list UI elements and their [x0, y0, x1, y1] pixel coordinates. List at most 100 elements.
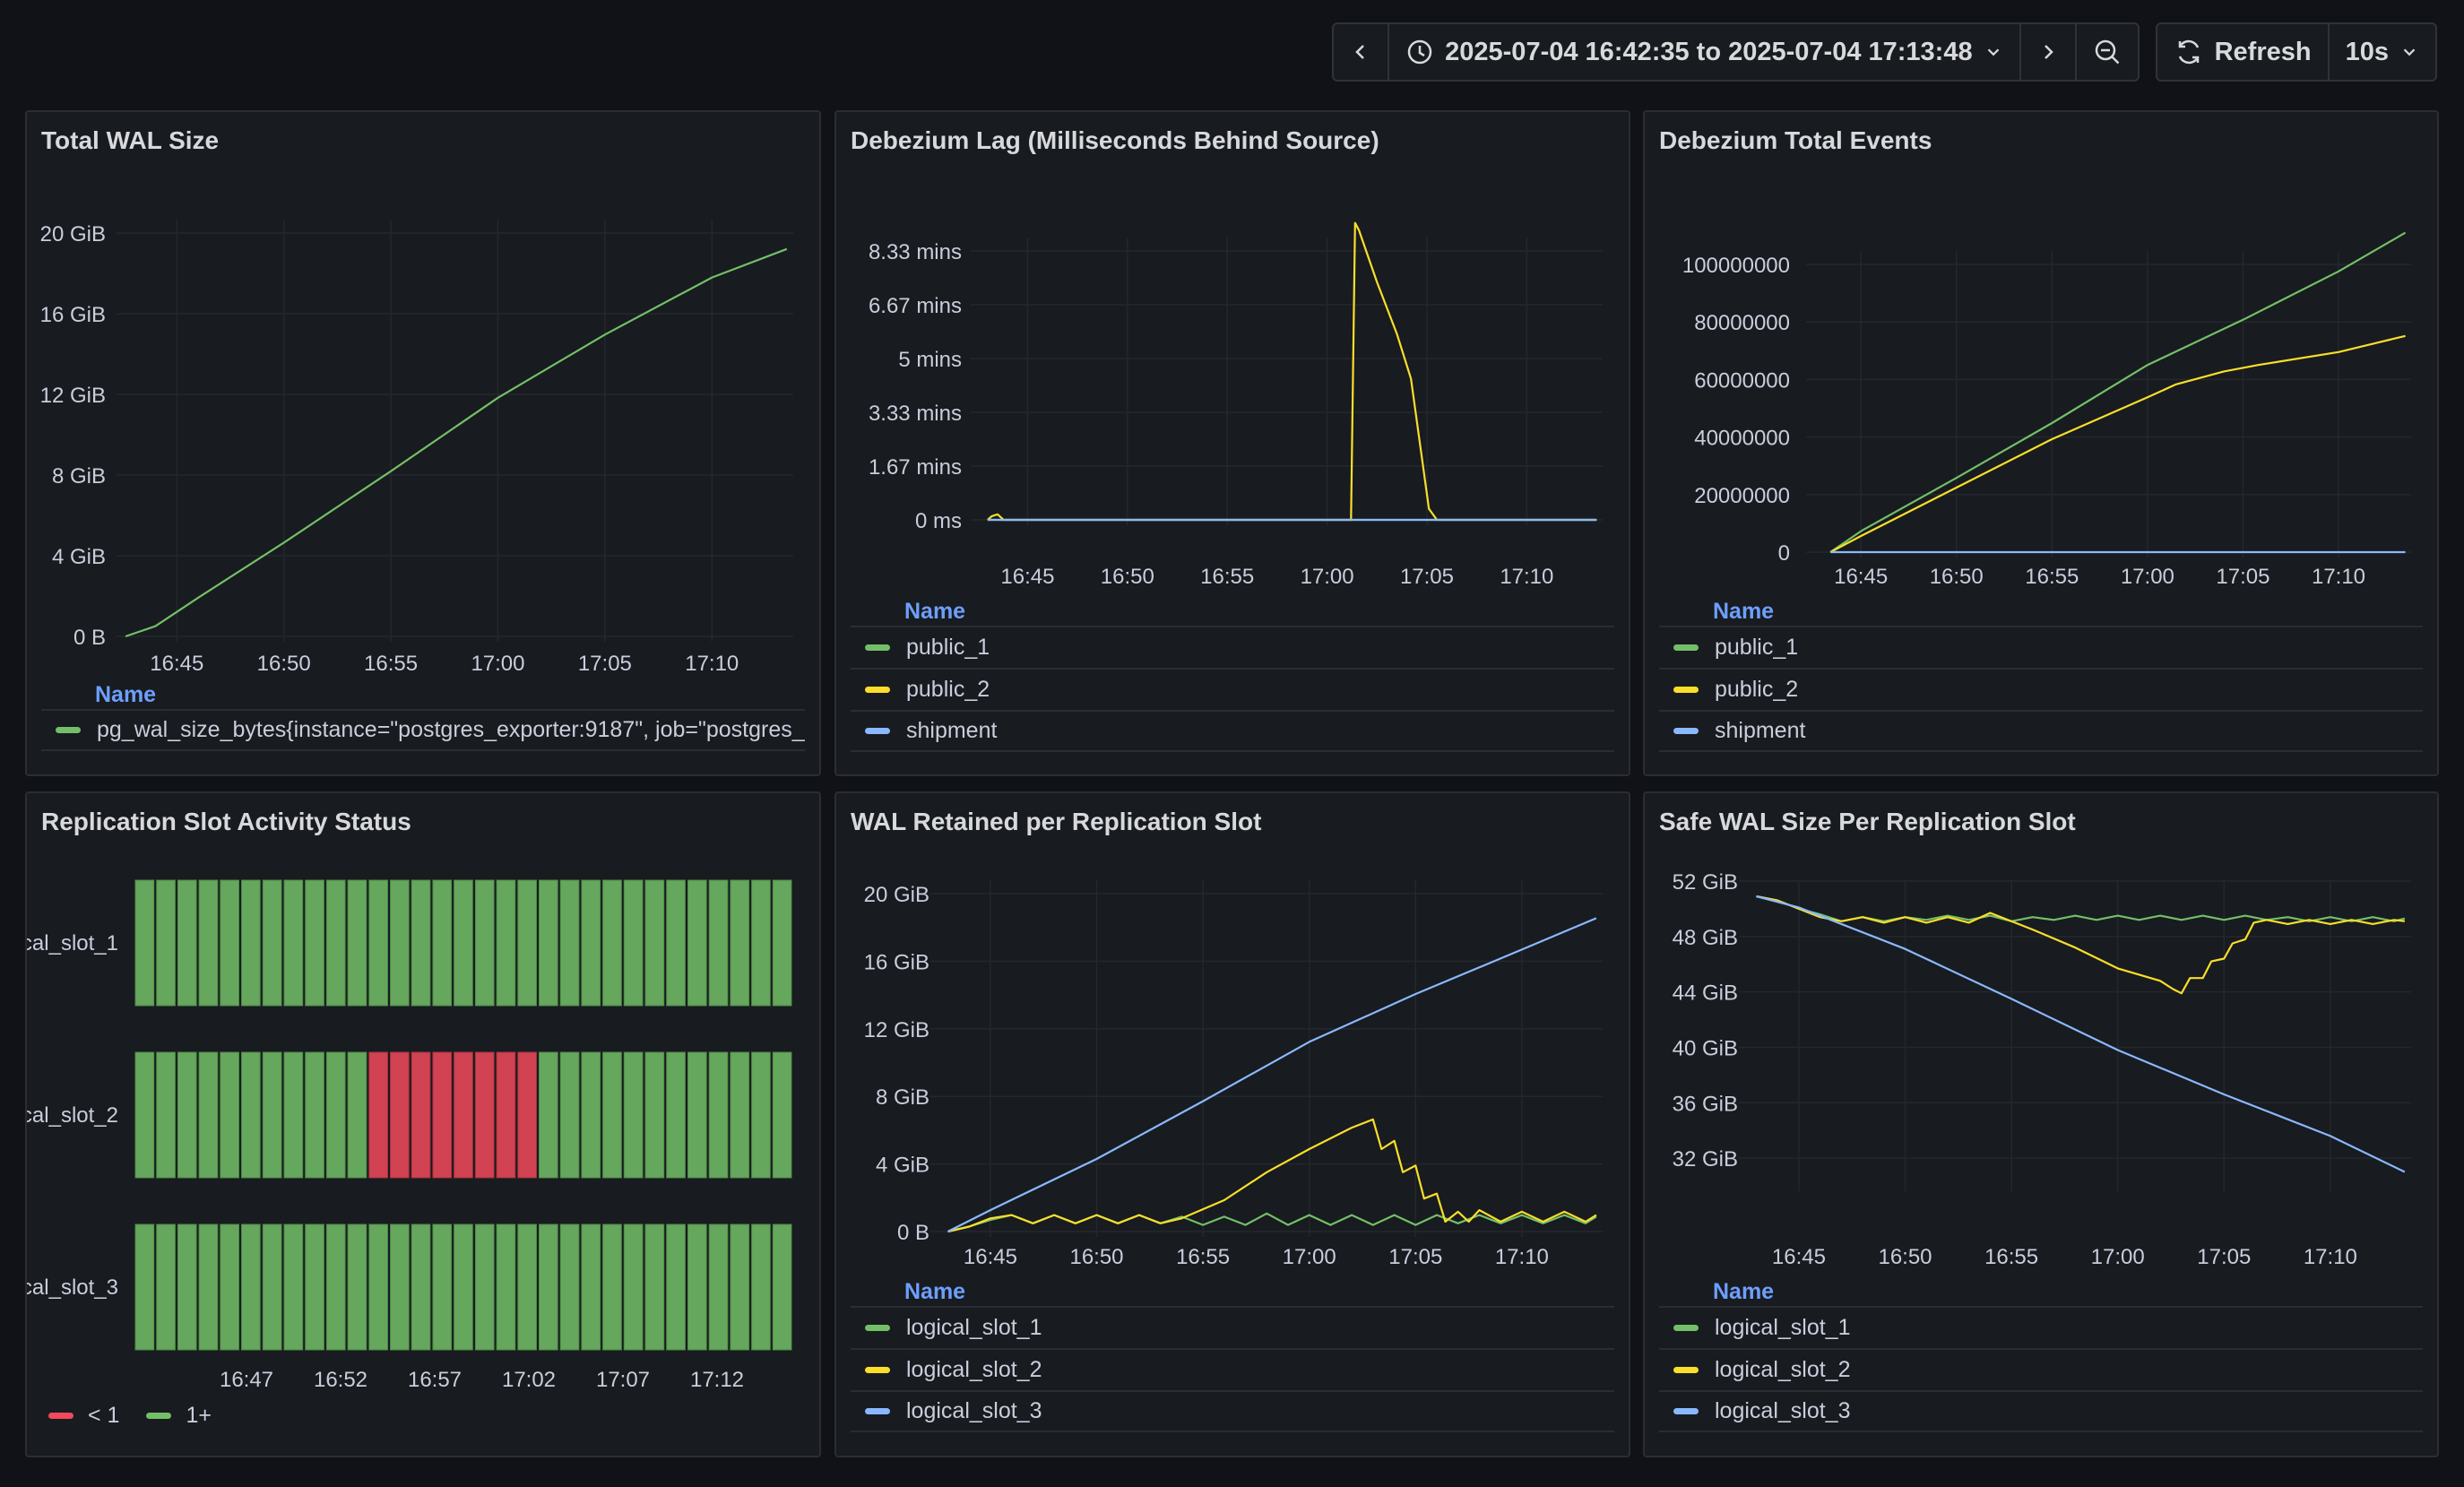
panel-total-wal-size[interactable]: Total WAL Size 20 GiB 16 GiB 12 GiB 8 GiB 4 … [25, 110, 821, 776]
legend: Name logical_slot_1 logical_slot_2 logic… [1659, 1279, 2423, 1432]
status-cell-active [581, 879, 601, 1007]
status-cell-active [134, 879, 155, 1007]
status-cell-active [602, 879, 622, 1007]
legend-swatch [865, 687, 890, 693]
status-cell-active [432, 879, 453, 1007]
legend-item-public-2[interactable]: public_2 [1659, 668, 2423, 710]
refresh-button[interactable]: Refresh [2157, 24, 2328, 80]
legend-item-shipment[interactable]: shipment [851, 710, 1614, 752]
legend-swatch [1673, 728, 1699, 734]
x-tick-label: 16:57 [408, 1368, 462, 1392]
y-tick-label: 16 GiB [40, 303, 106, 327]
x-tick-label: 16:45 [1000, 565, 1054, 589]
legend: Name pg_wal_size_bytes{instance="postgre… [41, 682, 805, 751]
y-tick-label: 8.33 mins [869, 240, 962, 264]
time-shift-forward-button[interactable] [2019, 24, 2075, 80]
status-cell-active [539, 879, 558, 1007]
legend-item-logical-slot-3[interactable]: logical_slot_3 [1659, 1390, 2423, 1432]
status-cell-active [411, 1223, 431, 1351]
status-cell-active [347, 1223, 367, 1351]
status-cell-active [687, 879, 707, 1007]
legend-item-shipment[interactable]: shipment [1659, 710, 2423, 752]
x-tick-label: 16:45 [1834, 565, 1888, 589]
status-cell-active [751, 879, 771, 1007]
panel-wal-retained[interactable]: WAL Retained per Replication Slot 20 GiB… [834, 791, 1630, 1457]
chart-replication-slot-activity[interactable]: logical_slot_1 logical_slot_2 logical_slot… [27, 793, 819, 1456]
status-cell-active [156, 879, 176, 1007]
chart-safe-wal-size[interactable]: 52 GiB 48 GiB 44 GiB 40 GiB 36 GiB 32 GiB 16:4… [1645, 793, 2437, 1456]
legend-label: public_1 [906, 635, 990, 660]
status-cell-active [751, 1051, 771, 1179]
panel-debezium-lag[interactable]: Debezium Lag (Milliseconds Behind Source… [834, 110, 1630, 776]
y-tick-label: 44 GiB [1673, 981, 1738, 1006]
status-cell-active [241, 1051, 261, 1179]
zoom-out-icon [2095, 39, 2119, 65]
status-cell-active [177, 1051, 197, 1179]
status-cell-active [134, 1051, 155, 1179]
series-line-public-2 [1829, 334, 2406, 553]
refresh-interval-picker[interactable]: 10s [2327, 24, 2435, 80]
panel-debezium-total-events[interactable]: Debezium Total Events 100000000 80000000 6… [1643, 110, 2439, 776]
status-cell-active [220, 879, 240, 1007]
panel-safe-wal-size[interactable]: Safe WAL Size Per Replication Slot 52 Gi… [1643, 791, 2439, 1457]
legend-item-public-1[interactable]: public_1 [1659, 626, 2423, 668]
legend-label: logical_slot_2 [906, 1357, 1042, 1382]
legend-item-public-2[interactable]: public_2 [851, 668, 1614, 710]
status-cell-active [241, 1223, 261, 1351]
x-tick-label: 17:05 [1388, 1245, 1442, 1269]
x-tick-label: 16:47 [220, 1368, 273, 1392]
chart-debezium-total-events[interactable]: 100000000 80000000 60000000 40000000 2000000… [1645, 112, 2437, 774]
status-cell-active [496, 1223, 516, 1351]
status-cell-active [177, 879, 197, 1007]
status-cell-active [368, 1223, 388, 1351]
status-cell-inactive [368, 1051, 388, 1179]
status-cell-active [390, 879, 410, 1007]
legend-item-logical-slot-1[interactable]: logical_slot_1 [851, 1306, 1614, 1348]
legend-item-logical-slot-3[interactable]: logical_slot_3 [851, 1390, 1614, 1432]
status-cell-active [708, 879, 729, 1007]
legend-header: Name [904, 599, 966, 624]
x-tick-label: 16:45 [964, 1245, 1017, 1269]
status-cell-active [559, 1051, 580, 1179]
status-cell-active [644, 879, 665, 1007]
status-cell-active [325, 1223, 346, 1351]
status-cell-active [305, 879, 324, 1007]
time-toolbar: 2025-07-04 16:42:35 to 2025-07-04 17:13:… [1332, 22, 2437, 82]
x-tick-label: 17:05 [578, 652, 632, 676]
row-label-logical-slot-1: logical_slot_1 [27, 931, 118, 955]
legend-item[interactable]: pg_wal_size_bytes{instance="postgres_exp… [41, 709, 805, 751]
zoom-out-button[interactable] [2074, 24, 2138, 80]
time-shift-back-button[interactable] [1334, 24, 1388, 80]
y-tick-label: 0 B [897, 1221, 929, 1245]
status-cell-active [432, 1223, 453, 1351]
time-range-picker[interactable]: 2025-07-04 16:42:35 to 2025-07-04 17:13:… [1388, 24, 2019, 80]
legend-swatch [865, 1367, 890, 1373]
legend-label: logical_slot_2 [1715, 1357, 1851, 1382]
legend-item-logical-slot-2[interactable]: logical_slot_2 [1659, 1348, 2423, 1390]
status-cell-active [220, 1051, 240, 1179]
legend-label: shipment [906, 718, 998, 743]
status-cell-active [198, 1051, 219, 1179]
panel-replication-slot-activity[interactable]: Replication Slot Activity Status logical… [25, 791, 821, 1457]
status-cell-active [262, 1223, 282, 1351]
legend-item-logical-slot-1[interactable]: logical_slot_1 [1659, 1306, 2423, 1348]
status-cell-inactive [454, 1051, 473, 1179]
series-line-logical-slot-2 [947, 1118, 1597, 1233]
x-tick-label: 17:05 [2197, 1245, 2251, 1269]
legend-item-logical-slot-2[interactable]: logical_slot_2 [851, 1348, 1614, 1390]
legend: Name public_1 public_2 shipment [1659, 599, 2423, 752]
status-cell-active [411, 879, 431, 1007]
chart-debezium-lag[interactable]: 8.33 mins 6.67 mins 5 mins 3.33 mins 1.67 mi… [836, 112, 1629, 774]
legend-label: 1+ [186, 1403, 212, 1428]
legend-label: logical_slot_1 [906, 1315, 1042, 1340]
x-tick-label: 16:50 [1878, 1245, 1932, 1269]
status-cell-active [708, 1051, 729, 1179]
chart-total-wal-size[interactable]: 20 GiB 16 GiB 12 GiB 8 GiB 4 GiB 0 B 16:45 16:5… [27, 112, 819, 774]
legend-swatch [865, 644, 890, 651]
chart-wal-retained[interactable]: 20 GiB 16 GiB 12 GiB 8 GiB 4 GiB 0 B 16:45 16:5… [836, 793, 1629, 1456]
chevron-left-icon [1355, 45, 1365, 59]
status-cell-active [156, 1223, 176, 1351]
legend-item-public-1[interactable]: public_1 [851, 626, 1614, 668]
legend-label: < 1 [88, 1403, 120, 1428]
status-cell-active [156, 1051, 176, 1179]
